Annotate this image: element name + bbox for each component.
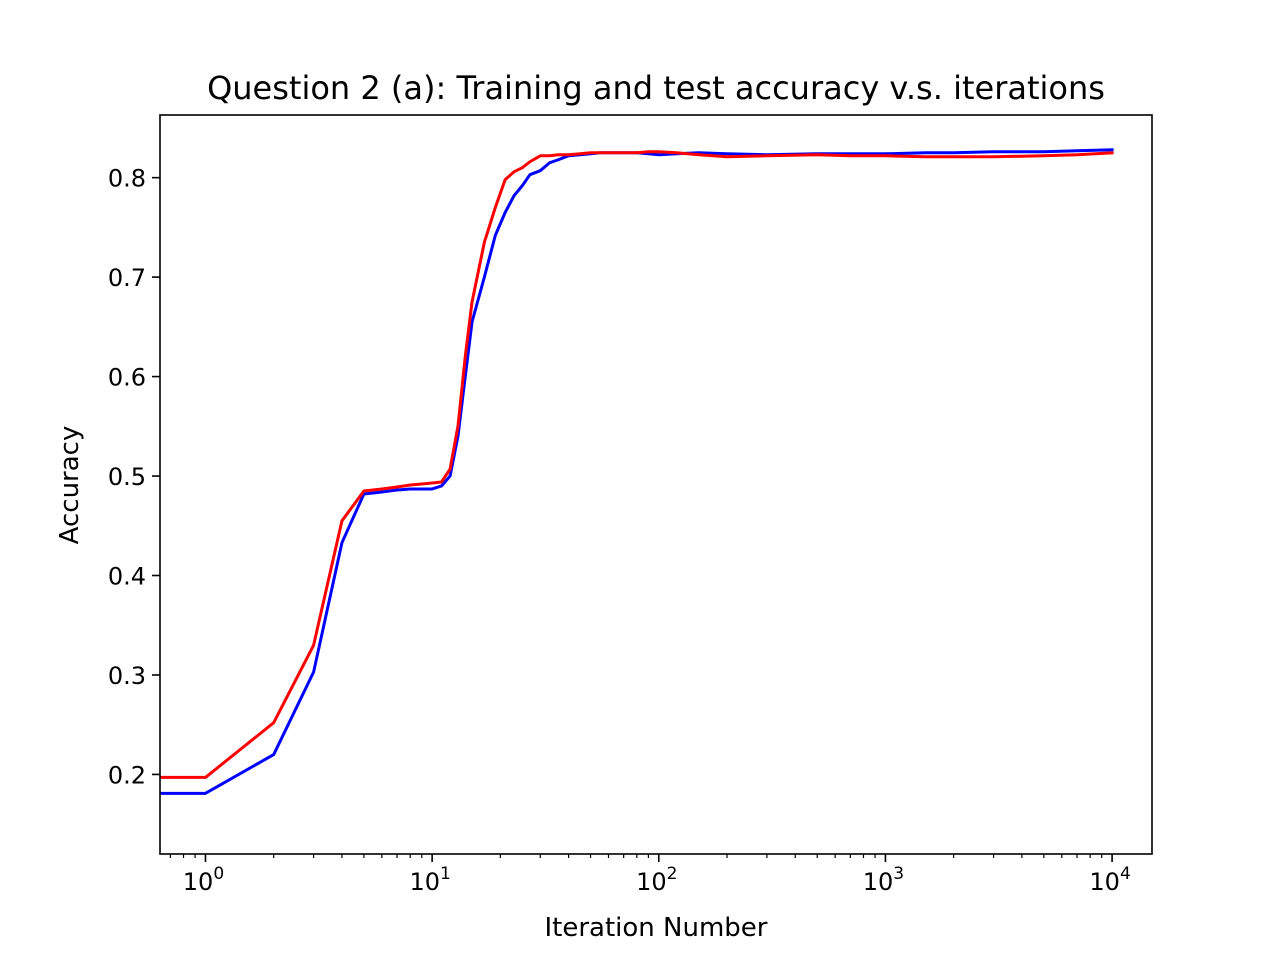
y-axis: 0.2 0.3 0.4 0.5 0.6 0.7 0.8 (108, 165, 160, 789)
y-tick-label: 0.8 (108, 165, 146, 193)
x-tick-exponent: 3 (893, 864, 904, 884)
x-tick-exponent: 2 (667, 864, 678, 884)
series-line-test (160, 150, 1114, 779)
y-tick-label: 0.6 (108, 364, 146, 392)
x-tick-exponent: 1 (440, 864, 451, 884)
x-tick-label: 103 (863, 864, 904, 896)
x-tick-exponent: 4 (1120, 864, 1131, 884)
x-axis: 100 101 102 103 104 (169, 854, 1131, 896)
y-tick-label: 0.3 (108, 662, 146, 690)
y-tick-label: 0.5 (108, 463, 146, 491)
y-tick-label: 0.4 (108, 563, 146, 591)
y-tick-label: 0.7 (108, 264, 146, 292)
chart-title: Question 2 (a): Training and test accura… (207, 69, 1105, 107)
y-tick-label: 0.2 (108, 761, 146, 789)
x-axis-label: Iteration Number (545, 913, 768, 943)
series-group (160, 148, 1114, 795)
y-axis-label: Accuracy (55, 426, 85, 545)
plot-frame (159, 114, 1153, 855)
x-tick-exponent: 0 (213, 864, 224, 884)
plot-area: 100 101 102 103 104 0.20.30.40.50.60.70.8 (108, 114, 1153, 896)
